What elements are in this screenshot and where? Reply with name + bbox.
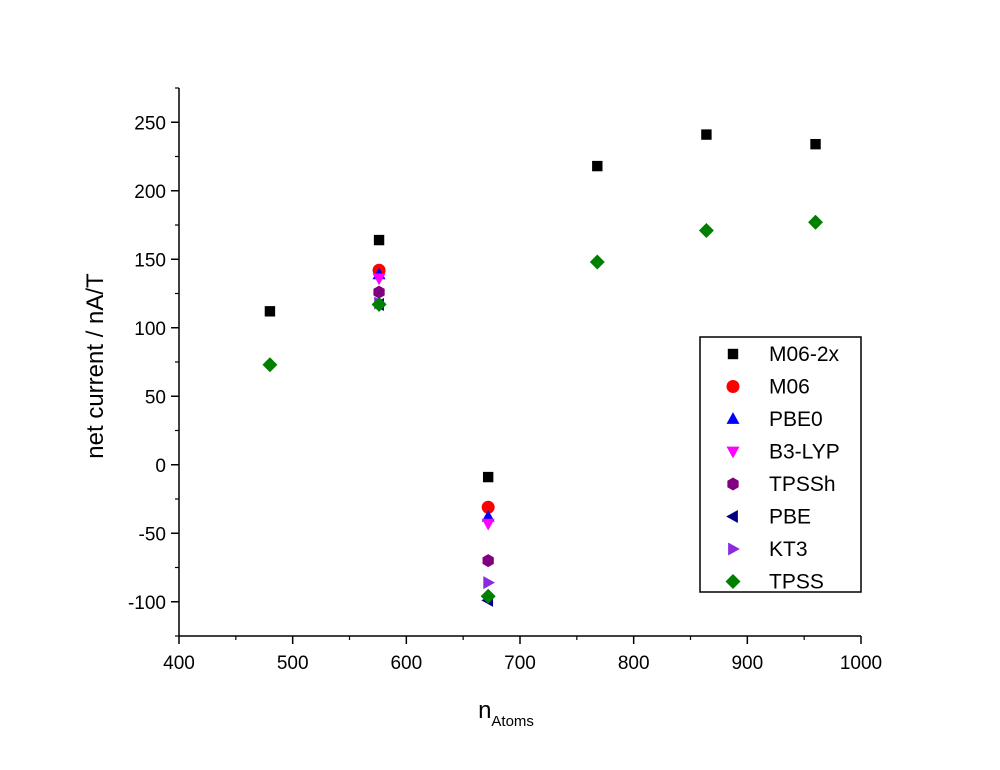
legend-marker <box>726 510 738 523</box>
y-tick-label: -50 <box>139 524 166 545</box>
x-tick-label: 400 <box>163 653 195 674</box>
y-tick-label: 200 <box>134 182 166 203</box>
x-axis-title-subscript: Atoms <box>491 713 534 730</box>
data-point <box>592 160 603 172</box>
legend-marker <box>726 412 740 424</box>
x-tick-label: 1000 <box>840 653 882 674</box>
data-point <box>698 223 714 238</box>
legend-entry-label: TPSSh <box>769 473 836 496</box>
legend-marker <box>725 574 741 589</box>
data-point <box>481 509 495 522</box>
data-point <box>482 554 494 568</box>
y-tick-label: 250 <box>134 113 166 134</box>
data-point <box>481 518 495 531</box>
x-tick-label: 500 <box>277 653 309 674</box>
data-point <box>701 129 712 140</box>
x-tick-label: 900 <box>731 653 763 674</box>
x-tick-label: 800 <box>618 653 650 674</box>
data-point <box>808 214 824 230</box>
y-tick-label: 0 <box>155 456 166 477</box>
legend-entry-label: B3-LYP <box>769 441 840 464</box>
legend-entry-label: M06-2x <box>769 343 840 366</box>
y-tick-label: 150 <box>134 250 166 271</box>
data-point <box>371 296 387 312</box>
legend-marker <box>728 542 740 556</box>
data-point <box>373 285 385 299</box>
data-point <box>810 138 821 150</box>
x-tick-label: 700 <box>504 653 536 674</box>
data-point <box>589 254 605 270</box>
y-tick-label: -100 <box>128 593 166 614</box>
legend-entry-label: PBE <box>769 506 811 529</box>
x-axis-title: nAtoms <box>478 697 534 730</box>
data-point <box>483 576 495 590</box>
data-point <box>481 500 495 514</box>
legend-entry-label: M06 <box>769 376 810 399</box>
y-tick-label: 50 <box>145 387 166 408</box>
legend-entry-label: PBE0 <box>769 408 823 431</box>
ticks-group: 400 500 600 700 800 900 1000 -100 -50 0 50 100 150 20… <box>128 87 882 674</box>
data-point <box>372 273 386 286</box>
data-point <box>264 306 276 317</box>
legend-box <box>699 336 862 593</box>
x-axis-title-main: n <box>478 697 491 724</box>
data-marks-group <box>262 129 824 607</box>
legend-entry-label: KT3 <box>769 538 808 561</box>
data-point <box>482 471 494 483</box>
y-tick-label: 100 <box>134 319 166 340</box>
data-point <box>480 588 496 604</box>
data-point <box>373 234 385 246</box>
legend-marker <box>726 446 740 459</box>
legend-marker <box>727 477 739 491</box>
legend-marker <box>726 380 740 393</box>
legend: M06-2x M06 PBE0 B3-LYP TPSSh PBE KT3 TPSS <box>699 336 862 594</box>
legend-entry-label: TPSS <box>769 571 824 594</box>
legend-marker <box>727 348 739 360</box>
data-point <box>262 357 278 373</box>
y-axis-title: net current / nA/T <box>82 273 109 459</box>
x-tick-label: 600 <box>390 653 422 674</box>
